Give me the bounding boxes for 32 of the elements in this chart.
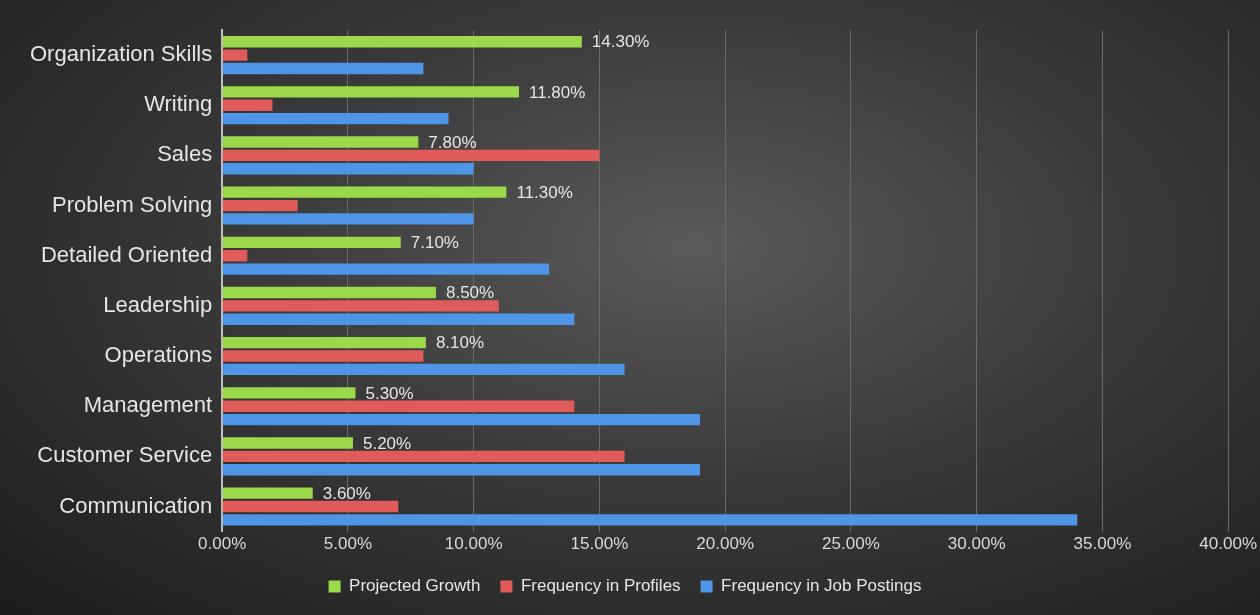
- y-tick-label: Problem Solving: [52, 191, 213, 217]
- y-tick-label: Operations: [104, 342, 213, 368]
- x-tick-label: 15.00%: [570, 534, 629, 554]
- y-tick-label: Organization Skills: [30, 41, 213, 67]
- y-tick-label: Writing: [144, 91, 213, 117]
- legend-label: Frequency in Job Postings: [721, 576, 922, 596]
- x-tick-label: 35.00%: [1073, 534, 1132, 554]
- legend-label: Projected Growth: [349, 576, 481, 596]
- y-tick-label: Communication: [59, 492, 213, 518]
- legend-label: Frequency in Profiles: [520, 576, 681, 596]
- data-label: 3.60%: [322, 483, 371, 503]
- y-tick-label: Detailed Oriented: [40, 241, 213, 267]
- y-tick-label: Leadership: [103, 291, 213, 317]
- y-tick-label: Sales: [157, 141, 213, 167]
- x-tick-label: 40.00%: [1199, 534, 1258, 554]
- data-label: 8.10%: [435, 333, 485, 353]
- data-label: 5.30%: [365, 383, 414, 403]
- y-tick-label: Customer Service: [37, 442, 213, 468]
- data-label: 8.50%: [445, 283, 495, 303]
- x-tick-label: 30.00%: [947, 534, 1006, 554]
- x-tick-label: 5.00%: [323, 534, 373, 554]
- data-label: 7.10%: [410, 233, 459, 253]
- data-label: 5.20%: [362, 433, 412, 453]
- data-label: 14.30%: [591, 32, 650, 52]
- x-tick-label: 0.00%: [198, 534, 247, 554]
- data-label: 11.30%: [516, 182, 573, 202]
- y-tick-label: Management: [83, 392, 213, 418]
- data-label: 7.80%: [428, 132, 477, 152]
- x-tick-label: 25.00%: [822, 534, 880, 554]
- x-tick-label: 20.00%: [696, 534, 755, 554]
- x-tick-label: 10.00%: [444, 534, 503, 554]
- data-label: 11.80%: [528, 82, 586, 102]
